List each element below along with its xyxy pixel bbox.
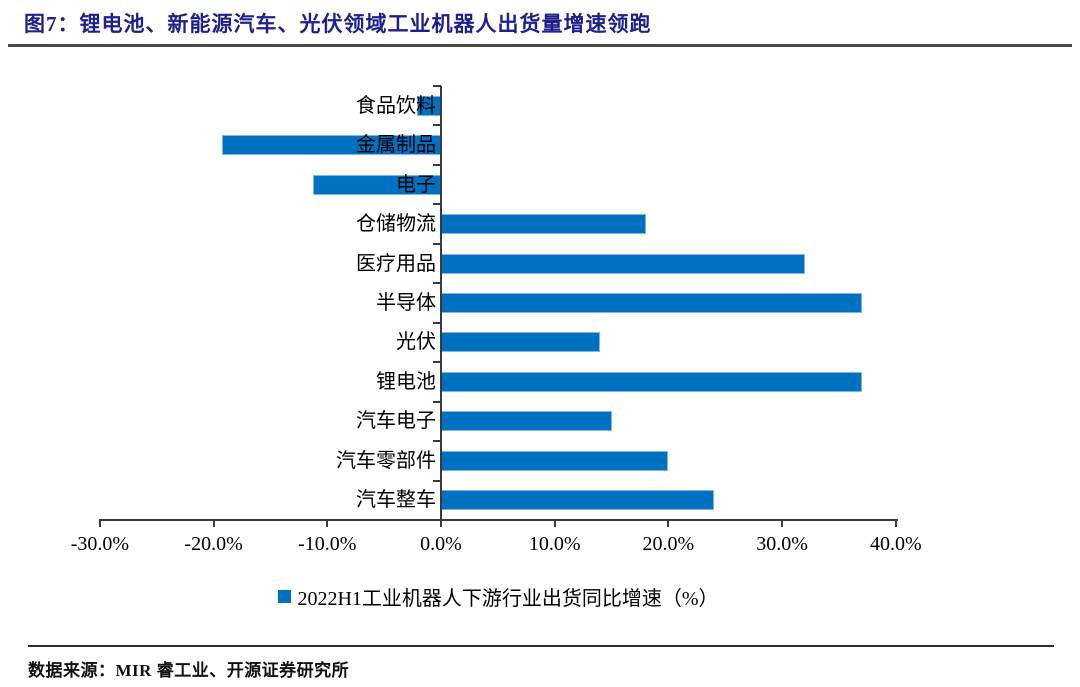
title-divider <box>8 44 1072 47</box>
category-label-食品饮料: 食品饮料 <box>356 94 436 117</box>
value-axis-tick <box>781 520 784 527</box>
bar-汽车零部件 <box>441 450 669 471</box>
category-axis-tick <box>433 321 441 324</box>
category-axis-tick <box>433 282 441 285</box>
category-label-电子: 电子 <box>396 173 436 196</box>
value-axis-tick <box>553 520 556 527</box>
data-source-text: 数据来源：MIR 睿工业、开源证券研究所 <box>28 661 350 680</box>
value-axis-tick-label: -30.0% <box>70 533 130 555</box>
value-axis-tick <box>894 520 897 527</box>
category-axis-line <box>440 86 442 521</box>
category-axis-tick <box>433 361 441 364</box>
category-label-光伏: 光伏 <box>396 331 436 354</box>
value-axis-line <box>99 519 898 521</box>
value-axis-tick-label: -20.0% <box>184 533 243 555</box>
value-axis-tick <box>326 520 329 527</box>
bar-半导体 <box>441 293 862 313</box>
bar-医疗用品 <box>441 253 805 274</box>
legend-square-icon <box>278 590 292 603</box>
category-axis-tick <box>433 400 441 403</box>
bar-光伏 <box>441 332 601 353</box>
category-axis-tick <box>433 163 441 166</box>
category-label-汽车电子: 汽车电子 <box>356 410 436 433</box>
value-axis-tick-label: 10.0% <box>528 533 581 555</box>
bar-汽车电子 <box>441 411 612 432</box>
category-axis-tick <box>433 124 441 127</box>
legend: 2022H1工业机器人下游行业出货同比增速（%） <box>99 582 898 611</box>
category-label-医疗用品: 医疗用品 <box>356 252 436 275</box>
category-label-汽车零部件: 汽车零部件 <box>336 449 436 472</box>
value-axis-tick-label: 40.0% <box>869 533 922 555</box>
bar-汽车整车 <box>441 490 714 511</box>
value-axis-tick <box>440 520 442 527</box>
value-axis-tick-label: 30.0% <box>756 533 808 555</box>
category-axis-tick <box>433 203 441 206</box>
value-axis-tick-label: -10.0% <box>298 533 357 555</box>
category-axis-tick <box>433 85 441 87</box>
category-label-金属制品: 金属制品 <box>356 134 436 157</box>
category-axis-tick <box>433 242 441 245</box>
category-label-锂电池: 锂电池 <box>376 370 436 393</box>
category-axis-tick <box>433 440 441 443</box>
value-axis-tick <box>667 520 670 527</box>
figure-title: 图7：锂电池、新能源汽车、光伏领域工业机器人出货量增速领跑 <box>24 12 652 36</box>
legend-label: 2022H1工业机器人下游行业出货同比增速（%） <box>297 588 719 610</box>
bar-仓储物流 <box>441 214 646 235</box>
value-axis-tick-label: 20.0% <box>642 533 695 555</box>
category-label-汽车整车: 汽车整车 <box>356 489 436 512</box>
value-axis-tick-label: 0.0% <box>420 533 462 555</box>
value-axis-tick <box>212 520 215 527</box>
category-axis-tick <box>433 479 441 482</box>
category-label-半导体: 半导体 <box>376 292 436 314</box>
value-axis-tick <box>98 520 101 527</box>
category-label-仓储物流: 仓储物流 <box>356 213 436 236</box>
bar-锂电池 <box>441 371 862 392</box>
footer-divider <box>28 645 1054 647</box>
